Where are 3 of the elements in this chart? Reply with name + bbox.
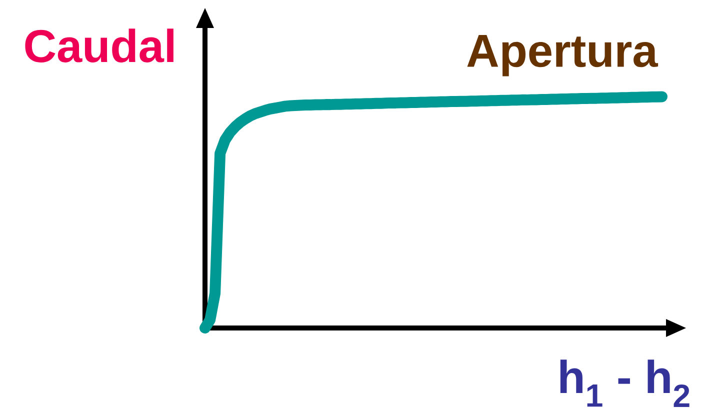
x-axis-title: h$_{1}$ - h$_{2}$ [560,360,690,407]
series-label: Apertura [467,35,658,76]
y-axis-title: Caudal [25,28,174,62]
